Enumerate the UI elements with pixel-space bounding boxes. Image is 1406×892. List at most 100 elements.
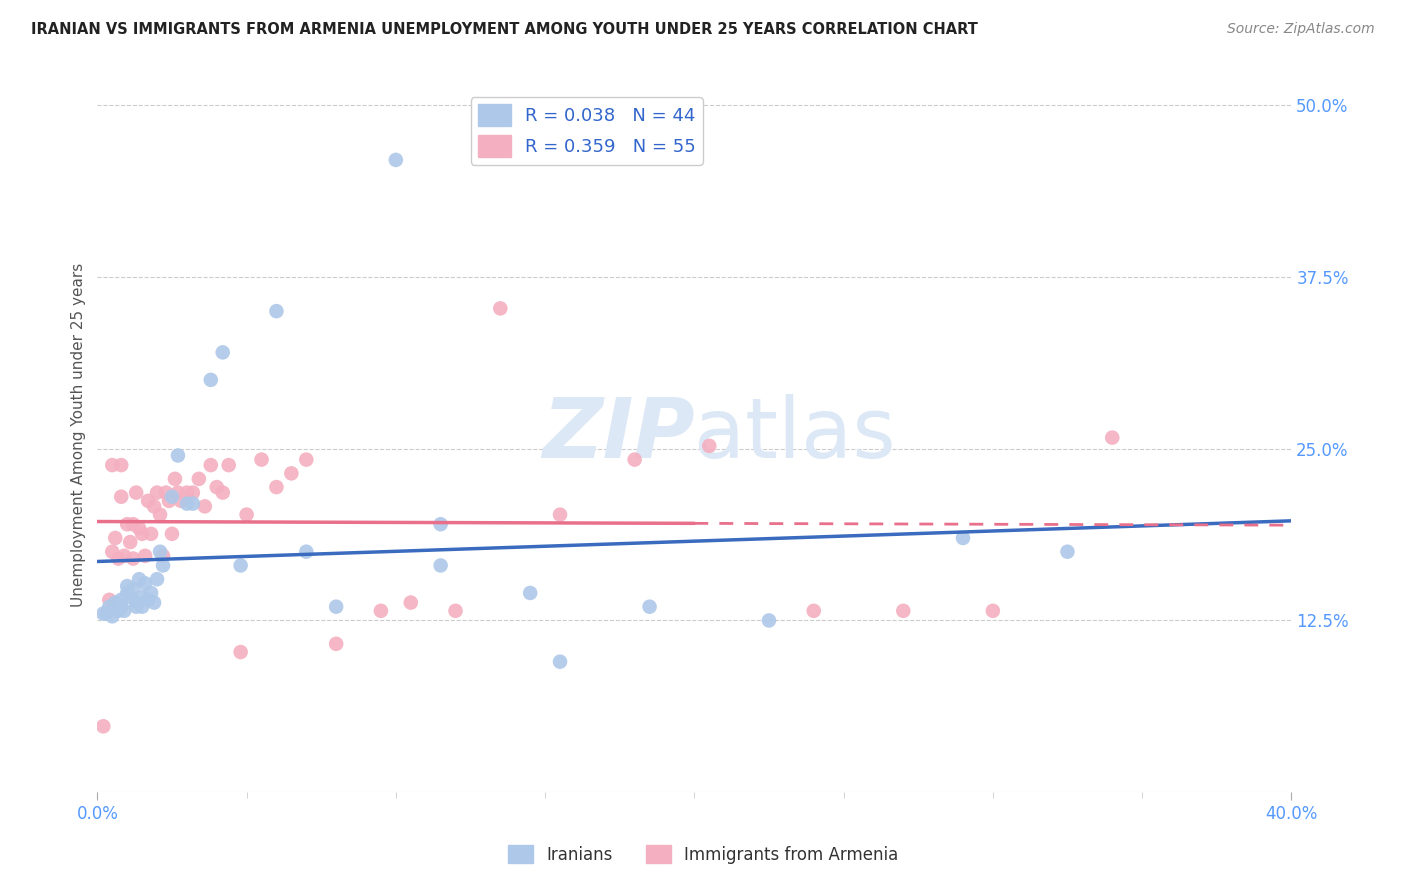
Text: IRANIAN VS IMMIGRANTS FROM ARMENIA UNEMPLOYMENT AMONG YOUTH UNDER 25 YEARS CORRE: IRANIAN VS IMMIGRANTS FROM ARMENIA UNEMP… xyxy=(31,22,977,37)
Point xyxy=(143,500,166,514)
Point xyxy=(211,345,233,359)
Point xyxy=(131,599,153,614)
Point xyxy=(181,497,204,511)
Point xyxy=(139,586,162,600)
Point xyxy=(110,458,132,472)
Point xyxy=(115,586,138,600)
Point xyxy=(122,517,145,532)
Point xyxy=(891,604,914,618)
Point xyxy=(110,592,132,607)
Point xyxy=(91,607,114,621)
Point xyxy=(110,490,132,504)
Point xyxy=(200,373,222,387)
Point xyxy=(623,452,645,467)
Point xyxy=(167,449,190,463)
Point xyxy=(205,480,228,494)
Point xyxy=(176,485,198,500)
Point xyxy=(112,549,135,563)
Point xyxy=(122,582,145,596)
Point xyxy=(115,579,138,593)
Point xyxy=(1056,545,1078,559)
Point xyxy=(638,599,661,614)
Point xyxy=(160,490,183,504)
Point xyxy=(131,526,153,541)
Y-axis label: Unemployment Among Youth under 25 years: Unemployment Among Youth under 25 years xyxy=(72,263,86,607)
Point xyxy=(370,604,392,618)
Point xyxy=(399,596,422,610)
Point xyxy=(120,535,142,549)
Point xyxy=(385,153,408,167)
Point xyxy=(211,485,233,500)
Point xyxy=(295,545,318,559)
Point xyxy=(101,458,124,472)
Point xyxy=(295,452,318,467)
Point xyxy=(101,545,124,559)
Point xyxy=(104,531,127,545)
Point xyxy=(125,596,148,610)
Point xyxy=(266,304,288,318)
Point xyxy=(548,655,571,669)
Point xyxy=(107,551,129,566)
Point xyxy=(758,614,780,628)
Point xyxy=(519,586,541,600)
Point xyxy=(139,526,162,541)
Point xyxy=(98,599,121,614)
Text: Source: ZipAtlas.com: Source: ZipAtlas.com xyxy=(1227,22,1375,37)
Point xyxy=(146,572,169,586)
Legend: Iranians, Immigrants from Armenia: Iranians, Immigrants from Armenia xyxy=(501,838,905,871)
Point xyxy=(122,551,145,566)
Point xyxy=(176,497,198,511)
Point xyxy=(803,604,825,618)
Point xyxy=(149,508,172,522)
Point xyxy=(429,517,451,532)
Point xyxy=(163,472,186,486)
Point xyxy=(187,472,209,486)
Point xyxy=(548,508,571,522)
Point xyxy=(125,485,148,500)
Point xyxy=(280,467,302,481)
Point xyxy=(200,458,222,472)
Point xyxy=(429,558,451,573)
Point xyxy=(250,452,273,467)
Point xyxy=(229,645,252,659)
Point xyxy=(194,500,217,514)
Point xyxy=(146,485,169,500)
Point xyxy=(112,604,135,618)
Point xyxy=(266,480,288,494)
Point xyxy=(167,485,190,500)
Point xyxy=(149,545,172,559)
Point xyxy=(120,590,142,604)
Point xyxy=(134,549,156,563)
Point xyxy=(181,485,204,500)
Point xyxy=(218,458,240,472)
Text: ZIP: ZIP xyxy=(541,394,695,475)
Point xyxy=(160,526,183,541)
Point xyxy=(697,439,720,453)
Point xyxy=(981,604,1004,618)
Point xyxy=(134,576,156,591)
Point xyxy=(444,604,467,618)
Point xyxy=(152,558,174,573)
Point xyxy=(98,592,121,607)
Point xyxy=(91,719,114,733)
Point xyxy=(229,558,252,573)
Point xyxy=(96,607,118,621)
Point xyxy=(104,596,127,610)
Point xyxy=(489,301,512,316)
Point xyxy=(325,637,347,651)
Point xyxy=(170,493,193,508)
Point xyxy=(157,493,180,508)
Point xyxy=(101,609,124,624)
Text: atlas: atlas xyxy=(695,394,896,475)
Point xyxy=(143,596,166,610)
Point xyxy=(136,493,159,508)
Point xyxy=(107,604,129,618)
Point xyxy=(128,572,150,586)
Point xyxy=(115,517,138,532)
Point xyxy=(235,508,257,522)
Point xyxy=(136,592,159,607)
Point xyxy=(125,599,148,614)
Point xyxy=(1101,431,1123,445)
Point xyxy=(325,599,347,614)
Point xyxy=(152,549,174,563)
